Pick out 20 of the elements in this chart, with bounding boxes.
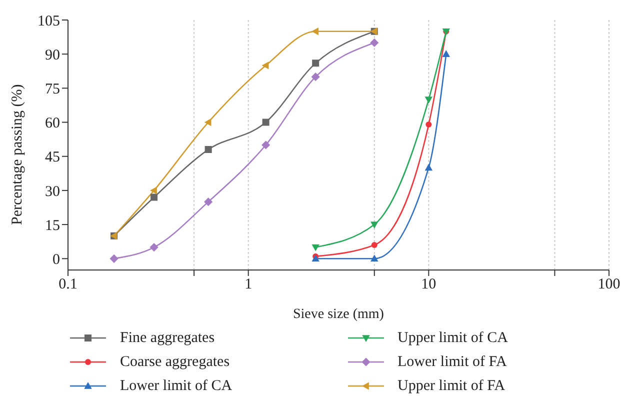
y-tick-label: 105 bbox=[38, 13, 60, 30]
x-tick-label: 1 bbox=[244, 276, 252, 293]
y-tick-label: 75 bbox=[45, 82, 60, 98]
legend-label: Lower limit of CA bbox=[120, 378, 232, 394]
legend-label: Coarse aggregates bbox=[120, 354, 230, 370]
legend-label: Upper limit of CA bbox=[398, 330, 508, 346]
x-axis-title: Sieve size (mm) bbox=[293, 307, 384, 322]
legend-label: Upper limit of FA bbox=[398, 378, 506, 394]
y-axis-title: Percentage passing (%) bbox=[9, 84, 26, 225]
y-tick-label: 90 bbox=[45, 47, 60, 64]
y-tick-label: 45 bbox=[45, 150, 60, 166]
legend-label: Fine aggregates bbox=[120, 330, 215, 346]
y-tick-label: 15 bbox=[45, 218, 60, 234]
y-tick-label: 30 bbox=[45, 184, 60, 200]
y-tick-label: 60 bbox=[45, 116, 60, 132]
x-tick-label: 10 bbox=[421, 276, 436, 293]
y-tick-label: 0 bbox=[52, 252, 60, 268]
legend-label: Lower limit of FA bbox=[398, 354, 507, 370]
x-tick-label: 0.1 bbox=[58, 276, 78, 293]
x-tick-label: 100 bbox=[598, 276, 620, 293]
